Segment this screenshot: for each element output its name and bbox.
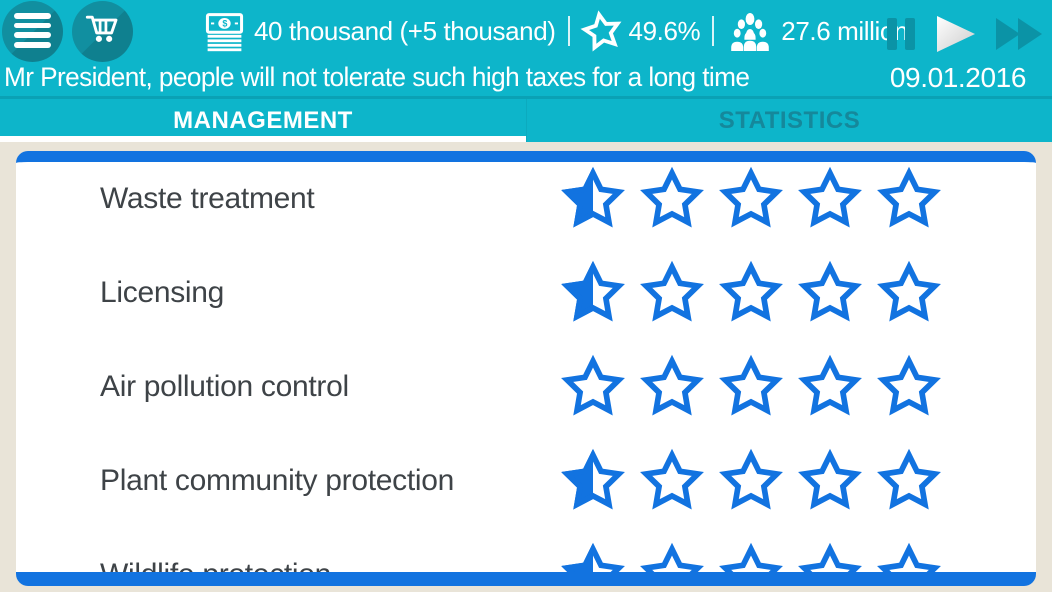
star-1[interactable] [561,542,625,572]
separator [712,16,715,46]
money-value: 40 thousand (+5 thousand) [254,15,556,46]
star-2[interactable] [640,354,704,418]
star-4[interactable] [798,448,862,512]
play-button[interactable] [932,14,978,54]
star-5[interactable] [877,166,941,230]
rating-star-icon [580,10,621,52]
star-rating [561,166,941,230]
tab-label: MANAGEMENT [173,106,353,134]
management-list: Waste treatment Licensing Air pollution … [16,162,1036,586]
star-3[interactable] [719,354,783,418]
fast-forward-button[interactable] [994,17,1044,51]
ministry-label: Waste treatment [100,182,315,215]
ministry-row: Licensing [16,246,1036,340]
star-rating [561,354,941,418]
star-1[interactable] [561,260,625,324]
star-5[interactable] [877,448,941,512]
star-2[interactable] [640,542,704,572]
menu-button[interactable] [2,1,63,62]
ministry-row: Wildlife protection [16,528,1036,586]
ministry-row: Plant community protection [16,434,1036,528]
star-1[interactable] [561,354,625,418]
star-1[interactable] [561,448,625,512]
population-icon [731,13,770,51]
cart-icon [85,15,118,42]
star-4[interactable] [798,166,862,230]
menu-icon [14,13,51,52]
svg-text:$: $ [222,18,227,28]
separator [567,16,570,46]
star-3[interactable] [719,542,783,572]
tab-bar: MANAGEMENT STATISTICS [0,99,1052,142]
star-rating [561,260,941,324]
ministry-row: Air pollution control [16,340,1036,434]
header-divider [0,96,1052,99]
shop-button[interactable] [72,1,133,62]
ministry-label: Plant community protection [100,464,455,497]
approval-value: 49.6% [628,15,701,46]
star-rating [561,448,941,512]
management-panel: Waste treatment Licensing Air pollution … [16,151,1036,586]
star-3[interactable] [719,448,783,512]
star-5[interactable] [877,354,941,418]
star-1[interactable] [561,166,625,230]
star-4[interactable] [798,354,862,418]
ministry-label: Licensing [100,276,225,309]
star-2[interactable] [640,166,704,230]
star-2[interactable] [640,448,704,512]
tab-statistics[interactable]: STATISTICS [526,99,1052,142]
star-3[interactable] [719,260,783,324]
tab-management[interactable]: MANAGEMENT [0,99,526,142]
ministry-label: Air pollution control [100,370,349,403]
money-icon: $ [205,12,244,51]
time-controls [886,14,1044,54]
star-5[interactable] [877,542,941,572]
resource-bar: $ 40 thousand (+5 thousand) 49.6% [202,0,908,62]
active-tab-indicator [0,136,526,142]
star-4[interactable] [798,542,862,572]
star-5[interactable] [877,260,941,324]
advisor-message[interactable]: Mr President, people will not tolerate s… [4,62,750,92]
game-date: 09.01.2016 [889,62,1027,93]
ministry-label: Wildlife protection [100,558,332,586]
star-rating [561,542,941,572]
star-3[interactable] [719,166,783,230]
tab-label: STATISTICS [718,106,861,134]
ministry-row: Waste treatment [16,162,1036,246]
star-4[interactable] [798,260,862,324]
star-2[interactable] [640,260,704,324]
pause-button[interactable] [886,16,916,52]
top-bar: $ 40 thousand (+5 thousand) 49.6% [0,0,1052,96]
